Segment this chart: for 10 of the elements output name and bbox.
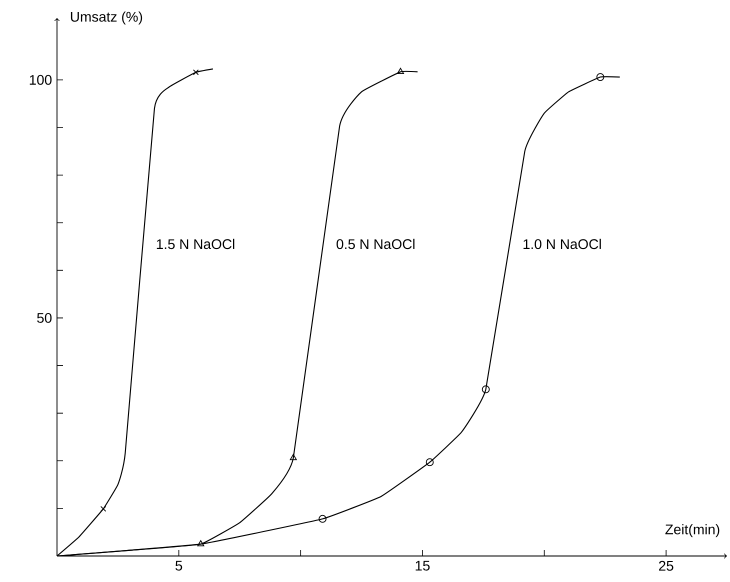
y-tick-label: 100 <box>30 74 52 85</box>
series-label: 1.5 N NaOCl <box>156 238 234 250</box>
x-axis-title: Zeit(min) <box>665 524 720 538</box>
y-tick-label: 50 <box>37 312 52 323</box>
series-label: 1.0 N NaOCl <box>524 238 601 250</box>
x-tick-label: 5 <box>175 560 182 571</box>
series-label: 0.5 N NaOCl <box>336 238 414 250</box>
x-tick-label: 15 <box>416 560 430 571</box>
y-axis-title: Umsatz (%) <box>70 11 142 25</box>
x-tick-label: 25 <box>659 560 674 571</box>
